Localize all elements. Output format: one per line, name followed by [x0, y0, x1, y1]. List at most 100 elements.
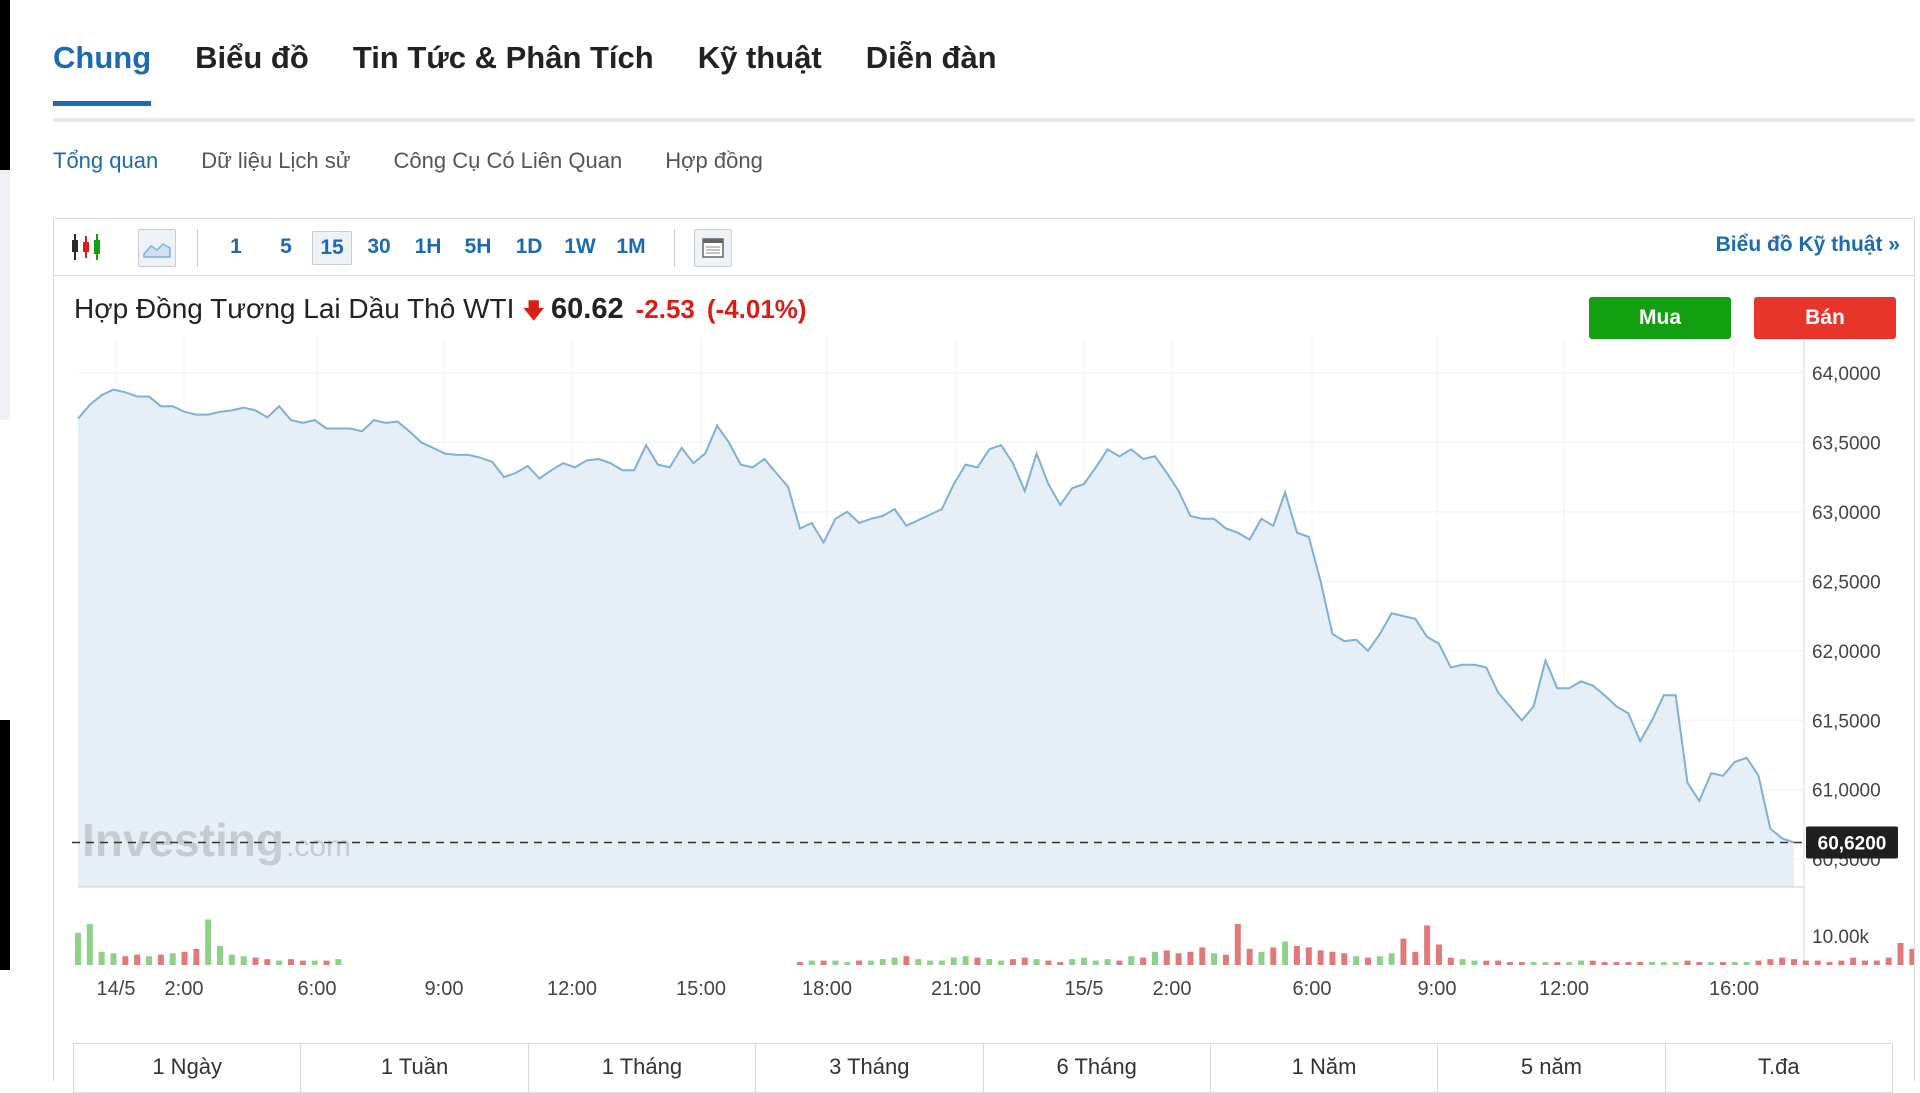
interval-1[interactable]: 1	[230, 235, 242, 258]
volume-bar	[1767, 959, 1774, 965]
interval-15[interactable]: 15	[312, 231, 352, 265]
left-edge-strip	[0, 720, 10, 970]
price-area	[77, 339, 1805, 967]
volume-bar	[205, 919, 212, 965]
sell-button[interactable]: Bán	[1754, 297, 1896, 339]
subtab-contracts[interactable]: Hợp đồng	[665, 148, 763, 173]
volume-bar	[1850, 957, 1857, 965]
range-max[interactable]: T.đa	[1758, 1054, 1800, 1079]
x-tick-label: 12:00	[547, 978, 597, 1000]
instrument-name: Hợp Đồng Tương Lai Dầu Thô WTI	[74, 293, 515, 324]
x-tick-label: 9:00	[1418, 978, 1457, 1000]
interval-5[interactable]: 5	[280, 235, 292, 258]
volume-bar	[1424, 925, 1431, 965]
volume-bar	[311, 960, 318, 965]
range-3-months[interactable]: 3 Tháng	[756, 1044, 984, 1092]
interval-1d[interactable]: 1D	[515, 235, 543, 258]
volume-bar	[1838, 960, 1845, 965]
buy-button[interactable]: Mua	[1589, 297, 1731, 339]
tab-ky-thuat[interactable]: Kỹ thuật	[697, 40, 822, 75]
volume-bar	[1719, 962, 1726, 965]
volume-bar	[1909, 948, 1914, 965]
range-1-year[interactable]: 1 Năm	[1211, 1044, 1439, 1092]
volume-bar	[181, 951, 188, 965]
volume-bar	[950, 957, 957, 965]
volume-bar	[1128, 956, 1135, 965]
volume-bar	[796, 962, 803, 965]
volume-bar	[157, 954, 164, 965]
tab-bieu-do[interactable]: Biểu đồ	[195, 40, 309, 75]
volume-bar	[1495, 960, 1502, 965]
volume-bar	[1364, 957, 1371, 965]
volume-bar	[1672, 962, 1679, 965]
x-tick-label: 15/5	[1065, 978, 1104, 1000]
sub-tabs: Tổng quan Dữ liệu Lịch sử Công Cụ Có Liê…	[53, 148, 806, 174]
y-axis: 64,0000 63,5000 63,0000 62,5000 62,0000 61,50…	[1812, 364, 1881, 948]
volume-bar	[1187, 951, 1194, 965]
range-1-week[interactable]: 1 Tuần	[301, 1044, 529, 1092]
volume-bar	[1566, 962, 1573, 965]
volume-bar	[1353, 956, 1360, 965]
interval-30[interactable]: 30	[367, 235, 391, 258]
tab-tin-tuc[interactable]: Tin Tức & Phân Tích	[352, 40, 654, 75]
volume-bar	[1696, 962, 1703, 965]
volume-bar	[1530, 962, 1537, 965]
volume-bar	[1743, 962, 1750, 965]
volume-bar	[1506, 962, 1513, 965]
volume-bar	[134, 954, 141, 965]
interval-5h[interactable]: 5H	[464, 235, 492, 258]
subtab-related-tools[interactable]: Công Cụ Có Liên Quan	[393, 148, 623, 173]
chart-panel: 1 5 15 30 1H 5H 1D 1W 1M Biểu đồ Kỹ thuậ…	[53, 218, 1915, 1081]
chart-toolbar: 1 5 15 30 1H 5H 1D 1W 1M Biểu đồ Kỹ thuậ…	[54, 219, 1914, 276]
volume-bar	[1033, 959, 1040, 965]
last-price: 60.62	[551, 293, 624, 325]
volume-bar	[856, 960, 863, 965]
volume-bar	[122, 956, 129, 965]
range-6-months[interactable]: 6 Tháng	[984, 1044, 1211, 1092]
volume-bar	[1755, 960, 1762, 965]
volume-bar	[1459, 959, 1466, 965]
interval-1h[interactable]: 1H	[414, 235, 442, 258]
tab-chung[interactable]: Chung	[53, 40, 152, 106]
volume-bar	[110, 953, 117, 965]
range-1-day[interactable]: 1 Ngày	[74, 1044, 302, 1092]
volume-bar	[1246, 948, 1253, 965]
range-5-years[interactable]: 5 năm	[1438, 1044, 1666, 1092]
volume-bar	[1625, 962, 1632, 965]
technical-chart-link[interactable]: Biểu đồ Kỹ thuật »	[1715, 233, 1900, 256]
volume-bar	[1471, 960, 1478, 965]
x-tick-label: 9:00	[425, 978, 464, 1000]
last-price-marker: 60,6200	[72, 826, 1898, 859]
range-1-month[interactable]: 1 Tháng	[529, 1044, 757, 1092]
volume-bar	[146, 956, 153, 965]
volume-bar	[1009, 959, 1016, 965]
area-chart-icon[interactable]	[138, 229, 176, 267]
candlestick-icon[interactable]	[68, 229, 104, 265]
volume-bar	[1708, 962, 1715, 965]
volume-bar	[1802, 960, 1809, 965]
y-tick-label: 62,5000	[1812, 572, 1881, 593]
volume-bar	[1400, 938, 1407, 965]
subtab-historical-data[interactable]: Dữ liệu Lịch sử	[201, 148, 351, 173]
table-icon[interactable]	[694, 229, 732, 267]
last-price-badge	[1806, 826, 1898, 859]
down-arrow-icon: 🡇	[522, 298, 546, 323]
volume-bar	[1270, 947, 1277, 965]
volume-bar	[1341, 953, 1348, 965]
main-tabs: Chung Biểu đồ Tin Tức & Phân Tích Kỹ thu…	[53, 40, 1041, 106]
volume-bar	[915, 959, 922, 965]
volume-bar	[1885, 957, 1892, 965]
subtab-overview[interactable]: Tổng quan	[53, 148, 159, 173]
interval-1w[interactable]: 1W	[564, 235, 596, 258]
volume-bar	[1518, 962, 1525, 965]
interval-1m[interactable]: 1M	[616, 235, 646, 258]
volume-bar	[1601, 962, 1608, 965]
toolbar-separator	[674, 229, 675, 267]
volume-bar	[927, 960, 934, 965]
volume-bar	[1554, 962, 1561, 965]
volume-bar	[1211, 953, 1218, 965]
tab-dien-dan[interactable]: Diễn đàn	[865, 40, 997, 75]
volume-bar	[264, 959, 271, 965]
left-edge-strip	[0, 170, 10, 420]
volume-bar	[1116, 960, 1123, 965]
